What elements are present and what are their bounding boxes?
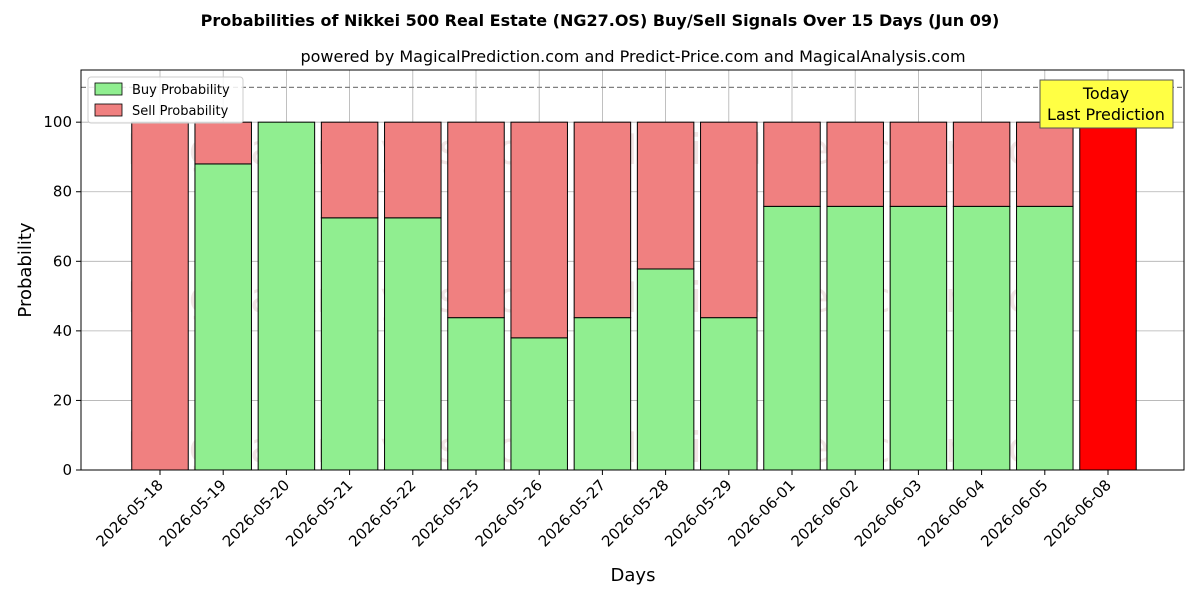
- bar-sell: [510, 121, 568, 339]
- x-axis-label: Days: [611, 565, 656, 586]
- y-tick-label: 20: [53, 391, 72, 409]
- bar-sell: [320, 121, 379, 219]
- x-tick-label: 2026-06-03: [851, 476, 925, 550]
- bar-sell: [447, 121, 505, 319]
- legend-swatch-sell: [94, 103, 123, 117]
- y-tick-label: 40: [53, 322, 72, 340]
- bar-buy: [952, 205, 1011, 471]
- x-tick-label: 2026-06-05: [977, 476, 1051, 550]
- y-axis-label: Probability: [15, 222, 36, 317]
- bar-buy: [889, 205, 948, 471]
- x-axis: 2026-05-182026-05-192026-05-202026-05-21…: [92, 470, 1115, 550]
- annotation-box: [1039, 79, 1174, 129]
- x-tick-label: 2026-05-28: [598, 476, 672, 550]
- chart-title: Probabilities of Nikkei 500 Real Estate …: [201, 11, 1000, 30]
- x-tick-label: 2026-06-08: [1040, 476, 1114, 550]
- bar-buy: [320, 217, 379, 471]
- x-tick-label: 2026-05-20: [219, 476, 293, 550]
- x-tick-label: 2026-06-04: [914, 476, 988, 550]
- x-tick-label: 2026-05-21: [282, 476, 356, 550]
- bar-buy: [384, 217, 442, 471]
- legend: Buy Probability Sell Probability: [87, 76, 244, 124]
- bar-sell: [826, 121, 884, 207]
- bar-buy: [636, 268, 695, 471]
- legend-swatch-buy: [94, 82, 123, 96]
- plot-frame: [80, 69, 1185, 471]
- x-tick-label: 2026-06-02: [788, 476, 862, 550]
- today-annotation: Today Last Prediction: [1039, 79, 1174, 129]
- legend-label-sell: Sell Probability: [132, 104, 229, 119]
- bar-buy: [700, 317, 758, 471]
- bar-sell: [700, 121, 758, 319]
- y-axis: 0 20 40 60 80 100: [43, 113, 81, 479]
- bar-buy: [573, 317, 632, 471]
- bar-buy: [257, 121, 316, 471]
- bar-sell: [194, 121, 252, 165]
- x-tick-label: 2026-05-19: [156, 476, 230, 550]
- bar-sell: [636, 121, 695, 270]
- y-tick-label: 100: [43, 113, 72, 131]
- bar-buy: [1016, 205, 1074, 471]
- bar-buy: [194, 163, 252, 471]
- bar-sell: [1079, 121, 1137, 471]
- bar-buy: [826, 205, 884, 471]
- x-tick-label: 2026-06-01: [724, 476, 798, 550]
- bar-sell: [384, 121, 442, 219]
- bar-buy: [763, 205, 821, 471]
- bar-sell: [131, 121, 189, 471]
- x-tick-label: 2026-05-22: [345, 476, 419, 550]
- bar-buy: [510, 337, 568, 471]
- annotation-line-2: Last Prediction: [1047, 105, 1165, 124]
- x-tick-label: 2026-05-29: [661, 476, 735, 550]
- legend-label-buy: Buy Probability: [132, 83, 230, 98]
- legend-box: [87, 76, 244, 124]
- bar-buy: [447, 317, 505, 471]
- y-tick-label: 80: [53, 183, 72, 201]
- x-tick-label: 2026-05-27: [535, 476, 609, 550]
- chart-subtitle: powered by MagicalPrediction.com and Pre…: [300, 47, 965, 66]
- annotation-line-1: Today: [1082, 84, 1129, 103]
- x-tick-label: 2026-05-25: [408, 476, 482, 550]
- y-tick-label: 60: [53, 252, 72, 270]
- bar-sell: [952, 121, 1011, 207]
- bar-sell: [1016, 121, 1074, 207]
- bar-sell: [573, 121, 632, 319]
- bars: [131, 121, 1137, 471]
- x-tick-label: 2026-05-18: [92, 476, 166, 550]
- x-tick-label: 2026-05-26: [472, 476, 546, 550]
- bar-sell: [889, 121, 948, 207]
- bar-sell: [763, 121, 821, 207]
- y-tick-label: 0: [62, 461, 72, 479]
